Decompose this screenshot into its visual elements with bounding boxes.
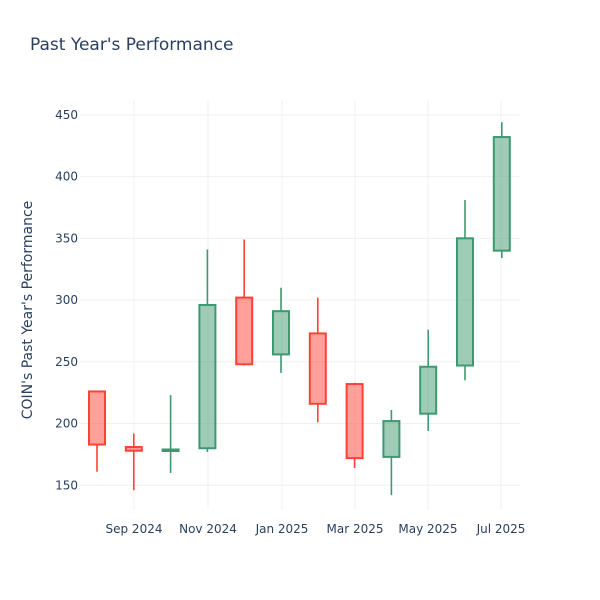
candle-body xyxy=(161,448,180,452)
candle xyxy=(419,329,438,431)
y-tick-label: 450 xyxy=(55,108,78,122)
y-tick-label: 400 xyxy=(55,170,78,184)
x-tick-label: May 2025 xyxy=(398,522,457,536)
y-tick-label: 200 xyxy=(55,417,78,431)
y-gridlines xyxy=(80,114,520,486)
y-tick-label: 300 xyxy=(55,293,78,307)
candle-body xyxy=(419,365,438,415)
candle-body xyxy=(272,310,290,356)
candle-body xyxy=(345,383,364,460)
y-axis-title: COIN's Past Year's Performance xyxy=(20,201,36,420)
y-tick-label: 250 xyxy=(55,355,78,369)
candle-body xyxy=(456,237,474,367)
candle-body xyxy=(492,136,511,252)
candle xyxy=(198,249,217,452)
candle xyxy=(456,200,474,381)
x-tick-label: Nov 2024 xyxy=(179,522,237,536)
candle-body xyxy=(382,420,401,458)
candle xyxy=(124,433,143,491)
candle xyxy=(345,382,364,469)
x-tick-label: Jul 2025 xyxy=(476,522,526,536)
x-tick-label: Mar 2025 xyxy=(327,522,384,536)
candle xyxy=(272,287,290,373)
chart-title: Past Year's Performance xyxy=(30,35,234,55)
candle-body xyxy=(198,304,217,450)
y-axis-ticks: 150 200 250 300 350 400 450 xyxy=(55,108,78,492)
candle xyxy=(161,395,180,473)
candle xyxy=(492,122,511,259)
candle xyxy=(382,409,401,496)
y-tick-label: 150 xyxy=(55,478,78,492)
candle-body xyxy=(308,332,327,405)
candle-body xyxy=(235,296,254,366)
candle xyxy=(235,239,254,366)
candle-body xyxy=(124,446,143,452)
x-axis-ticks: Sep 2024 Nov 2024 Jan 2025 Mar 2025 May 2025… xyxy=(106,522,526,536)
x-tick-label: Jan 2025 xyxy=(255,522,309,536)
y-tick-label: 350 xyxy=(55,231,78,245)
candle-body xyxy=(88,390,106,446)
candles xyxy=(88,122,511,496)
candle xyxy=(88,390,106,472)
candle xyxy=(308,297,327,423)
x-tick-label: Sep 2024 xyxy=(106,522,163,536)
